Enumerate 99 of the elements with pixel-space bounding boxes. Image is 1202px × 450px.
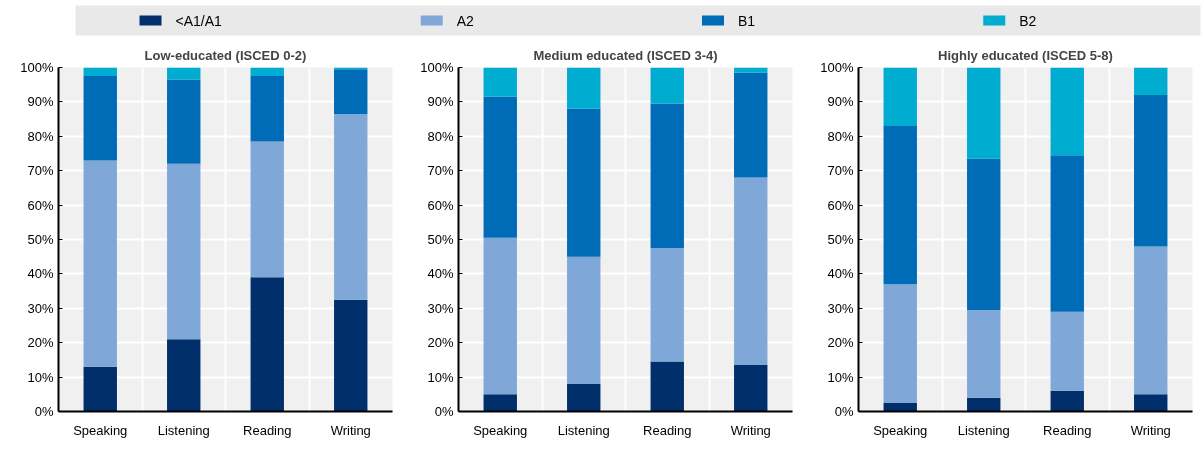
x-tick-label: Speaking [473,422,528,438]
bar [167,67,201,80]
y-tick-label: 60% [427,197,454,213]
bar [883,284,917,403]
bar [567,383,601,412]
chart-title: Medium educated (ISCED 3-4) [533,47,718,63]
bar [650,361,684,412]
bar [334,299,368,412]
y-tick-label: 40% [827,266,854,282]
bar [1050,67,1084,156]
legend-label: B1 [738,12,756,29]
y-tick-label: 80% [827,128,854,144]
bar [167,163,201,340]
bar [883,125,917,285]
y-tick-label: 20% [827,335,854,351]
bar [1134,95,1168,247]
x-tick-label: Reading [643,422,692,438]
bar [650,103,684,249]
y-tick-label: 80% [27,128,54,144]
bar [967,158,1001,311]
y-tick-label: 40% [27,266,54,282]
x-tick-label: Speaking [73,422,128,438]
y-tick-label: 50% [27,232,54,247]
y-tick-label: 100% [20,60,54,75]
x-tick-label: Writing [1130,422,1171,438]
bar [250,277,284,412]
y-tick-label: 70% [427,163,454,179]
y-tick-label: 10% [427,369,454,385]
bar [83,160,117,367]
y-tick-label: 40% [427,266,454,282]
bar [883,402,917,412]
bar [1134,246,1168,395]
bar [83,67,117,77]
bar [83,366,117,412]
bar [1050,390,1084,412]
x-tick-label: Listening [157,422,210,438]
y-tick-label: 10% [827,369,854,385]
chart-title: Highly educated (ISCED 5-8) [938,47,1113,63]
bar [334,113,368,300]
x-tick-label: Listening [957,422,1010,438]
bar [483,67,517,97]
y-tick-label: 10% [27,369,54,385]
y-tick-label: 30% [27,300,54,316]
x-tick-label: Writing [330,422,371,438]
x-tick-label: Writing [730,422,771,438]
bar [967,310,1001,398]
y-tick-label: 50% [827,232,854,247]
bar [650,67,684,104]
bar [567,108,601,257]
bar [1134,67,1168,96]
bar [567,256,601,384]
y-tick-label: 100% [420,60,454,75]
bar [1134,394,1168,412]
bar [483,96,517,238]
bar [167,79,201,164]
bar [567,67,601,109]
bar [1050,155,1084,312]
y-tick-label: 30% [427,300,454,316]
bar [483,237,517,395]
y-tick-label: 50% [427,232,454,247]
bar [250,76,284,142]
bar [734,67,768,73]
bar [1050,311,1084,391]
bar [250,67,284,77]
y-tick-label: 60% [827,197,854,213]
y-tick-label: 100% [820,60,854,75]
bar [734,177,768,366]
y-tick-label: 20% [427,335,454,351]
bar [967,397,1001,412]
y-tick-label: 60% [27,197,54,213]
y-tick-label: 20% [27,335,54,351]
bar [250,141,284,278]
y-tick-label: 90% [827,94,854,110]
legend-label: A2 [456,12,475,29]
bar [883,67,917,126]
bar [650,248,684,362]
y-tick-label: 30% [827,300,854,316]
y-tick-label: 90% [427,94,454,110]
bar [83,76,117,161]
y-tick-label: 0% [834,404,854,419]
y-tick-label: 0% [34,404,54,419]
legend-label: <A1/A1 [175,12,223,29]
bar [734,72,768,178]
x-tick-label: Listening [557,422,610,438]
legend-label: B2 [1019,12,1037,29]
chart-title: Low-educated (ISCED 0-2) [144,47,307,63]
y-tick-label: 0% [434,404,454,419]
bar [734,365,768,412]
x-tick-label: Speaking [873,422,928,438]
x-tick-label: Reading [243,422,292,438]
bar [334,69,368,114]
bar [967,67,1001,159]
y-tick-label: 90% [27,94,54,110]
y-tick-label: 70% [27,163,54,179]
bar [167,339,201,412]
y-tick-label: 70% [827,163,854,179]
bar [483,394,517,412]
y-tick-label: 80% [427,128,454,144]
x-tick-label: Reading [1043,422,1092,438]
